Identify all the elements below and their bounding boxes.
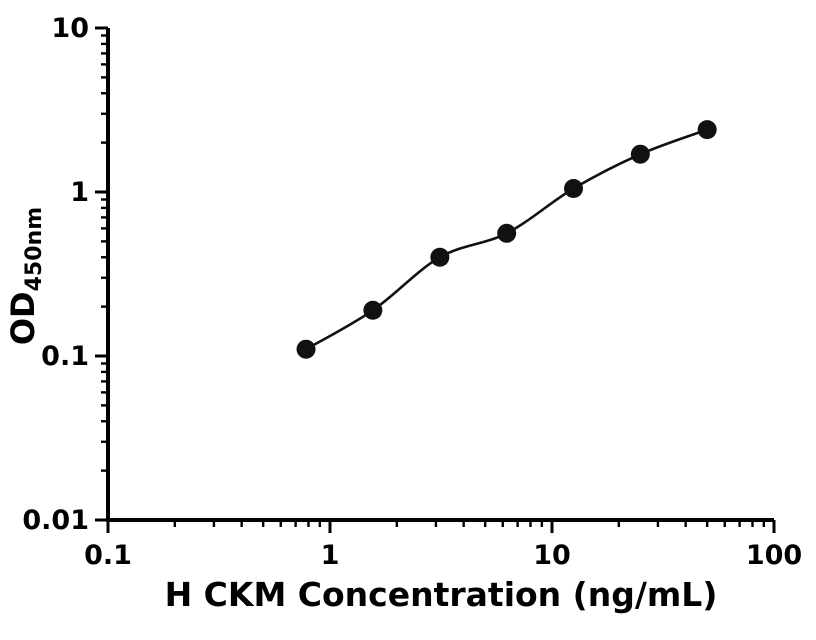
data-point-5 xyxy=(630,144,650,164)
data-point-3 xyxy=(497,223,517,243)
data-point-2 xyxy=(430,247,450,267)
y-tick-label: 0.01 xyxy=(22,505,89,536)
data-point-6 xyxy=(697,120,717,140)
x-tick-label: 0.1 xyxy=(84,540,132,571)
data-point-1 xyxy=(363,300,383,320)
data-point-0 xyxy=(296,339,316,359)
x-tick-label: 10 xyxy=(533,540,571,571)
y-axis-title: OD450nm xyxy=(4,207,47,345)
y-tick-label: 1 xyxy=(70,177,89,208)
data-point-4 xyxy=(564,179,584,199)
y-tick-label: 0.1 xyxy=(41,341,89,372)
x-tick-label: 1 xyxy=(321,540,340,571)
y-tick-label: 10 xyxy=(51,13,89,44)
x-axis-title: H CKM Concentration (ng/mL) xyxy=(165,575,718,614)
x-tick-label: 100 xyxy=(746,540,802,571)
